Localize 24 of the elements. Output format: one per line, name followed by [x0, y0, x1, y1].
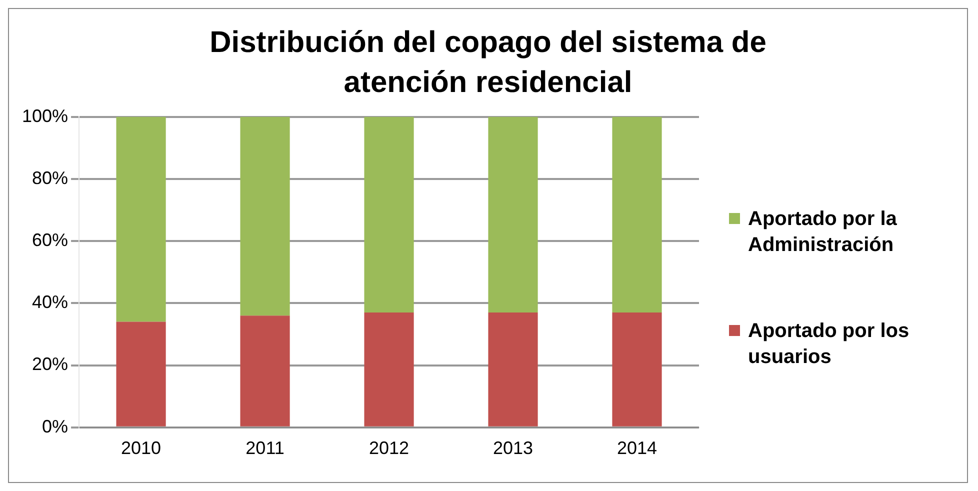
bar: [364, 312, 414, 426]
x-tick-label: 2014: [616, 438, 658, 458]
bar: [364, 116, 414, 312]
bar: [240, 316, 290, 426]
bar: [116, 116, 166, 322]
legend-label: Aportado por la Administración: [748, 207, 898, 258]
x-tick-label: 2012: [368, 438, 410, 458]
y-tick-label: 60%: [32, 230, 68, 250]
y-tick-label: 0%: [42, 416, 68, 436]
x-tick-label: 2013: [492, 438, 534, 458]
y-tick-label: 40%: [32, 292, 68, 312]
y-tick-label: 80%: [32, 168, 68, 188]
legend-label: Aportado por los usuarios: [748, 319, 910, 370]
x-tick-label: 2010: [121, 438, 162, 458]
y-tick-label: 20%: [32, 354, 68, 374]
bar: [612, 116, 662, 312]
bar: [488, 116, 538, 312]
bar: [240, 116, 290, 316]
y-tick-label: 100%: [22, 106, 68, 126]
bar: [488, 312, 538, 426]
bar: [612, 312, 662, 426]
x-tick-label: 2011: [246, 438, 284, 458]
chart-title: Distribución del copago del sistema de atención residencial: [208, 25, 768, 101]
bar: [116, 322, 166, 426]
